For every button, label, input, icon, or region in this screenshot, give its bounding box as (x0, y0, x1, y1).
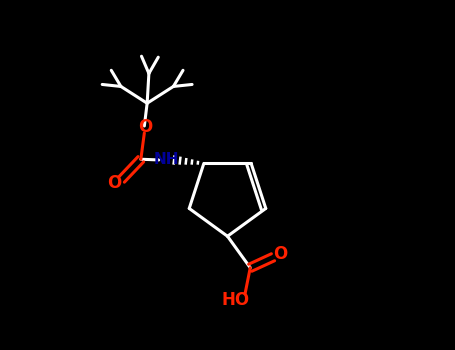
Text: O: O (273, 245, 288, 264)
Text: HO: HO (221, 291, 249, 309)
Text: O: O (107, 174, 121, 192)
Text: NH: NH (154, 152, 179, 167)
Text: O: O (138, 118, 152, 136)
